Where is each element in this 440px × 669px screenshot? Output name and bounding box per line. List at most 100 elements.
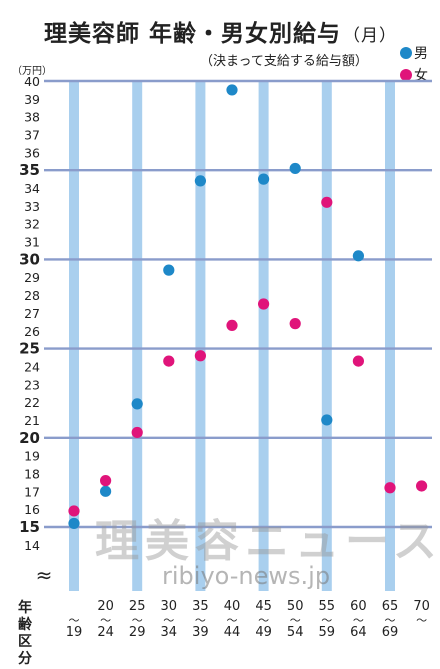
x-axis-title-char: 齢 [18,617,32,633]
x-tick-label: 〜 [100,614,111,627]
x-tick-label: 〜 [385,614,396,627]
x-tick-label: 44 [224,625,241,640]
chart-subtitle: （決まって支給する給与額） [200,54,368,69]
data-point-female [384,482,396,494]
x-tick-label: 45 [255,599,272,614]
y-tick-label: 22 [24,395,40,410]
y-tick-label: 35 [19,161,40,179]
data-point-female [226,319,238,332]
y-tick-label: 37 [24,128,40,143]
data-point-female [68,505,80,517]
y-tick-label: 34 [24,181,40,196]
y-tick-label: 17 [24,484,40,499]
x-tick-label: 〜 [227,614,238,627]
y-tick-label: 29 [24,270,40,285]
x-tick-label: 50 [287,599,304,614]
x-tick-label: 〜 [353,614,364,627]
grid-band [321,81,332,591]
y-tick-label: 19 [24,449,40,464]
x-tick-label: 〜 [132,614,143,627]
x-tick-label: 35 [192,599,209,614]
x-tick-label: 19 [66,625,83,640]
y-tick-label: 26 [24,324,40,339]
data-point-female [194,350,206,362]
data-point-male [100,485,112,497]
x-tick-label: 〜 [290,614,301,627]
y-tick-label: 32 [24,217,40,232]
y-tick-label: 31 [24,235,40,250]
y-tick-label: 40 [24,74,40,89]
x-tick-label: 〜 [258,614,269,627]
legend-label-male: 男 [414,46,428,62]
chart-title: 理美容師 年齢・男女別給与 （月） [44,21,398,47]
x-tick-label: 40 [224,599,241,614]
x-tick-label: 69 [382,625,399,640]
watermark-text: 理美容ニュース [95,516,440,567]
y-axis-unit: （万円） [12,66,52,77]
x-axis-title-char: 年 [18,600,32,616]
legend-marker-male [400,47,412,59]
x-tick-label: 39 [192,625,209,640]
watermark-url: ribiyo-news.jp [162,562,331,590]
grid-band [258,81,269,591]
grid-band [385,81,395,591]
data-point-female [131,426,143,439]
data-point-female [321,196,333,208]
legend-item-male: 男 [400,42,428,64]
data-point-male [226,84,238,96]
data-point-female [258,298,270,310]
data-point-female [100,475,112,487]
x-tick-label: 24 [97,625,114,640]
x-axis-title-char: 分 [18,651,32,667]
data-point-male [352,250,364,262]
x-tick-label: 〜 [416,614,427,627]
y-tick-label: 14 [24,538,40,553]
x-tick-label: 70 [413,599,430,614]
data-point-male [321,414,333,426]
legend-marker-female [400,69,412,81]
x-tick-label: 20 [97,599,114,614]
data-point-male [194,175,206,187]
x-tick-label: 〜 [195,614,206,627]
grid-band [132,81,143,591]
x-tick-label: 64 [350,625,367,640]
y-tick-label: 20 [19,429,40,447]
x-axis-title: 年 齢 区 分 [18,600,38,668]
x-tick-label: 55 [319,599,336,614]
y-tick-label: 33 [24,199,40,214]
x-tick-label: 54 [287,625,304,640]
y-tick-label: 23 [24,377,40,392]
y-tick-label: 39 [24,92,40,107]
data-point-female [289,318,301,330]
x-tick-label: 〜 [321,614,332,627]
data-point-female [416,480,428,492]
y-tick-label: 30 [19,250,40,268]
y-tick-label: 25 [19,340,40,358]
y-tick-label: 18 [24,466,40,481]
data-point-male [163,264,175,276]
x-tick-label: 25 [129,599,146,614]
x-axis-title-char: 区 [18,634,32,650]
y-tick-label: 27 [24,306,40,321]
axis-break-symbol: ≈ [36,563,53,587]
data-point-female [352,355,364,367]
y-tick-label: 21 [24,413,40,428]
x-tick-label: 59 [319,625,336,640]
data-point-male [68,517,80,530]
grid-band [69,81,79,591]
y-tick-label: 15 [19,518,40,536]
x-tick-label: 〜 [163,614,174,627]
y-tick-label: 16 [24,502,40,517]
x-tick-label: 30 [161,599,178,614]
data-point-male [258,173,270,185]
x-tick-label: 49 [255,625,272,640]
x-tick-label: 〜 [69,614,80,627]
y-tick-label: 28 [24,288,40,303]
data-point-male [131,398,143,410]
y-tick-label: 38 [24,110,40,125]
grid-band [195,81,206,591]
y-tick-label: 36 [24,145,40,160]
x-tick-label: 65 [382,599,399,614]
y-tick-label: 24 [24,359,40,374]
